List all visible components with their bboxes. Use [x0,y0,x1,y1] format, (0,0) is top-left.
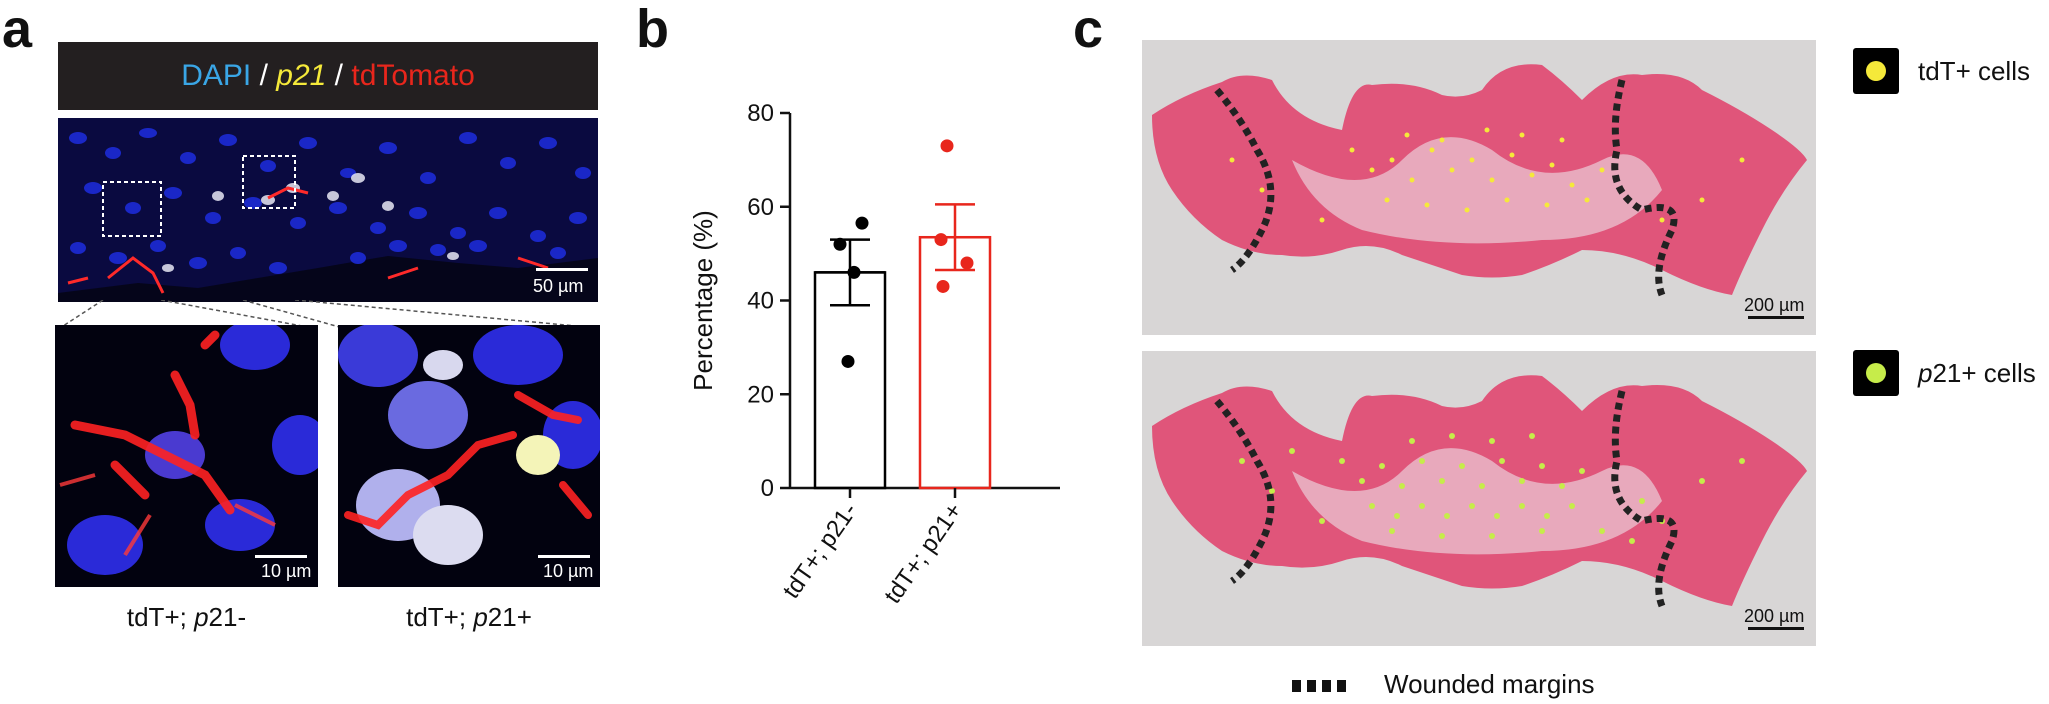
legend-tdt-dot [1866,61,1886,81]
legend-margins-dashes [1292,680,1346,692]
right-caption-prefix: tdT+; [406,602,474,632]
he-section-top-image [1152,64,1807,297]
bar-chart: 0 20 40 60 80 Percentage (%) tdT+; p21- tdT+; p… [688,100,1060,609]
left-caption-prefix: tdT+; [126,602,195,632]
bar [918,235,992,490]
p21-cells-bottom [1239,433,1745,544]
right-caption-suffix: 21+ [487,602,532,632]
y-tick-label: 80 [747,100,774,127]
x-category-label: tdT+; p21- [778,498,863,604]
top-scale-label: 50 µm [533,276,584,296]
legend-p21-italic: p [1918,358,1933,388]
top-micrograph: 50 µm [58,118,598,302]
header-sep2: / [326,59,352,92]
panel-b-letter: b [636,0,669,59]
he-section-top: 200 µm [1142,40,1816,335]
legend-p21-dot [1866,363,1886,383]
bottom-he-scale-bar [1748,627,1804,630]
left-zoom-caption: tdT+; p21- [55,602,318,633]
header-dapi: DAPI [181,59,252,92]
tdt-cells-top [1229,127,1745,223]
y-axis-label: Percentage (%) [688,210,718,391]
zoom-left-image [55,325,318,587]
data-point [940,139,954,153]
right-zoom-scale-bar [538,555,590,558]
top-micrograph-image [58,118,598,302]
left-caption-suffix: 21- [208,602,247,632]
panel-c-letter: c [1073,0,1104,59]
zoom-right-micrograph: 10 µm [338,325,600,587]
left-zoom-scale-label: 10 µm [261,561,312,581]
y-tick-label: 20 [747,381,774,408]
legend-tdt-swatch [1853,48,1899,94]
data-point [936,279,950,293]
right-zoom-scale-label: 10 µm [543,561,594,581]
y-tick-label: 40 [747,288,774,315]
data-point [960,256,974,270]
he-section-bottom-image [1152,375,1807,608]
data-point [934,233,948,247]
legend-p21-label: p21+ cells [1918,358,2036,389]
legend-tdt-label: tdT+ cells [1918,56,2030,86]
bottom-he-scale-label: 200 µm [1744,606,1805,626]
data-point [847,265,861,279]
x-category-label: tdT+; p21+ [879,498,968,609]
data-point [855,216,869,230]
panel-a-header: DAPI / p21 / tdTomato [58,42,598,110]
panel-a-letter: a [2,0,33,59]
zoom-right-image [338,325,600,587]
legend-p21-suffix: 21+ cells [1932,358,2036,388]
legend-margins-label: Wounded margins [1384,669,1595,699]
header-tdtomato: tdTomato [351,59,475,92]
y-tick-label: 60 [747,194,774,221]
top-he-scale-label: 200 µm [1744,295,1805,315]
header-p21: p21 [276,59,327,92]
top-scale-bar [536,268,588,271]
top-he-scale-bar [1748,316,1804,319]
left-caption-italic: p [194,602,209,632]
legend-p21-swatch [1853,350,1899,396]
right-zoom-caption: tdT+; p21+ [338,602,600,633]
zoom-connectors [59,300,598,329]
header-sep1: / [251,59,277,92]
left-zoom-scale-bar [255,555,307,558]
he-section-bottom: 200 µm [1142,351,1816,646]
data-point [841,354,855,368]
right-caption-italic: p [473,602,488,632]
data-point [833,237,847,251]
y-tick-label: 0 [761,475,774,502]
zoom-left-micrograph: 10 µm [55,325,318,587]
